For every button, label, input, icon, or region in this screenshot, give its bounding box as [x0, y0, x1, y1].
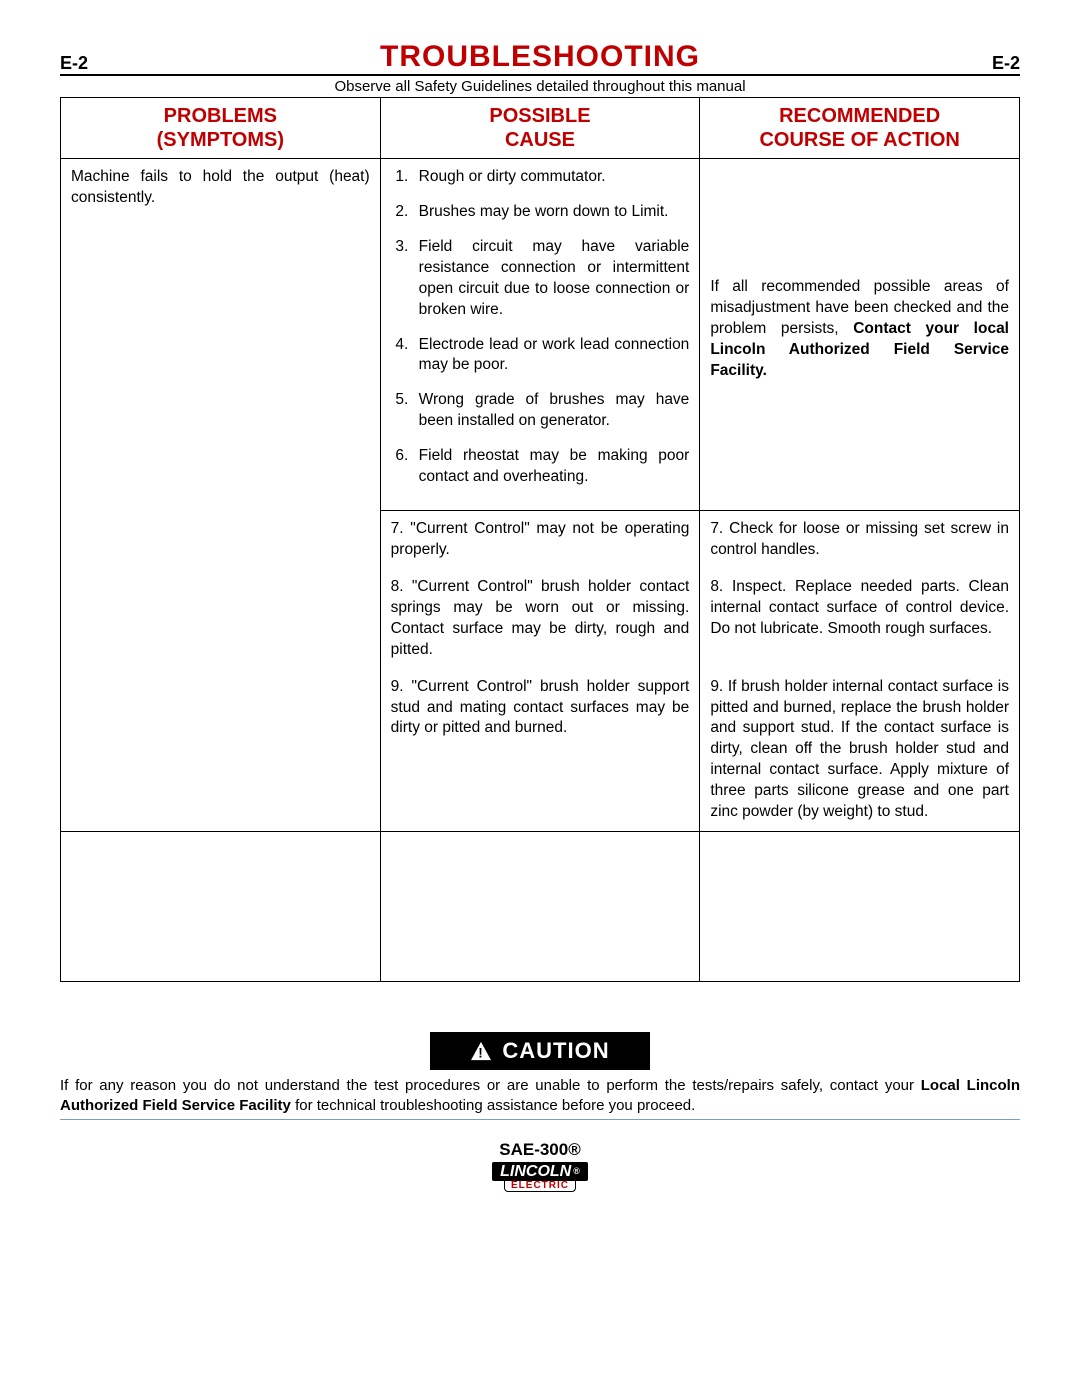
page-header: E-2 TROUBLESHOOTING E-2 [60, 40, 1020, 76]
cause-list: Rough or dirty commutator. Brushes may b… [413, 167, 690, 488]
cause-cell: 8. "Current Control" brush holder contac… [380, 569, 700, 669]
col-cause: POSSIBLECAUSE [380, 98, 700, 159]
action-cell: 9. If brush holder internal contact surf… [700, 669, 1020, 832]
cause-item: Rough or dirty commutator. [413, 167, 690, 188]
troubleshooting-table: PROBLEMS(SYMPTOMS) POSSIBLECAUSE RECOMME… [60, 97, 1020, 982]
caution-label: CAUTION [502, 1038, 609, 1064]
caution-section: ! CAUTION [60, 1032, 1020, 1070]
table-row: Machine fails to hold the output (heat) … [61, 159, 1020, 511]
logo-text-top: LINCOLN [500, 1162, 571, 1181]
caution-box: ! CAUTION [430, 1032, 649, 1070]
lincoln-logo: LINCOLN® ELECTRIC [60, 1162, 1020, 1192]
cause-cell: 9. "Current Control" brush holder suppor… [380, 669, 700, 832]
svg-text:!: ! [479, 1045, 484, 1060]
caution-text-part: for technical troubleshooting assistance… [291, 1097, 695, 1114]
registered-icon: ® [573, 1166, 580, 1177]
col-action: RECOMMENDEDCOURSE OF ACTION [700, 98, 1020, 159]
cause-item: Field circuit may have variable resistan… [413, 237, 690, 321]
logo-text-bottom: ELECTRIC [504, 1180, 576, 1192]
problem-cell: Machine fails to hold the output (heat) … [61, 159, 381, 832]
safety-note: Observe all Safety Guidelines detailed t… [60, 76, 1020, 97]
page-title: TROUBLESHOOTING [380, 40, 700, 74]
table-row-blank [61, 832, 1020, 982]
product-name: SAE-300® [60, 1140, 1020, 1160]
cause-item: Electrode lead or work lead connection m… [413, 335, 690, 377]
action-cell: 8. Inspect. Replace needed parts. Clean … [700, 569, 1020, 669]
page-code-right: E-2 [992, 53, 1020, 74]
cause-item: Wrong grade of brushes may have been ins… [413, 390, 690, 432]
page-code-left: E-2 [60, 53, 88, 74]
warning-icon: ! [470, 1041, 492, 1061]
cause-item: Field rheostat may be making poor contac… [413, 446, 690, 488]
caution-text-part: If for any reason you do not understand … [60, 1077, 921, 1094]
cause-cell: 7. "Current Control" may not be operatin… [380, 511, 700, 569]
cause-item: Brushes may be worn down to Limit. [413, 202, 690, 223]
col-problems: PROBLEMS(SYMPTOMS) [61, 98, 381, 159]
caution-text: If for any reason you do not understand … [60, 1076, 1020, 1120]
footer: SAE-300® LINCOLN® ELECTRIC [60, 1140, 1020, 1192]
cause-cell: Rough or dirty commutator. Brushes may b… [380, 159, 700, 511]
action-cell: If all recommended possible areas of mis… [700, 159, 1020, 511]
action-cell: 7. Check for loose or missing set screw … [700, 511, 1020, 569]
